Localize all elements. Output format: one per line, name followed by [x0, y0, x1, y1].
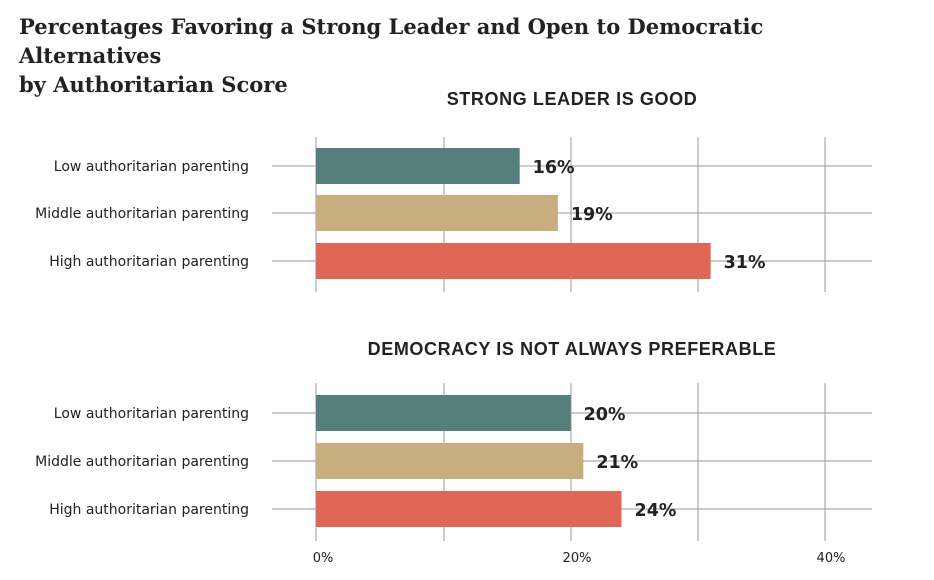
category-label: High authoritarian parenting [49, 254, 249, 270]
category-label: Middle authoritarian parenting [35, 454, 249, 470]
bar [316, 195, 558, 231]
chart-title-line-2: by Authoritarian Score [19, 72, 288, 97]
bar [316, 148, 520, 184]
value-label: 20% [584, 405, 626, 425]
category-label: Middle authoritarian parenting [35, 206, 249, 222]
category-label: Low authoritarian parenting [54, 159, 249, 175]
bar [316, 243, 711, 279]
value-label: 31% [724, 253, 766, 273]
category-label: High authoritarian parenting [49, 502, 249, 518]
x-tick-label: 0% [313, 551, 334, 566]
x-tick-label: 40% [817, 551, 846, 566]
bar [316, 443, 584, 479]
value-label: 21% [596, 453, 638, 473]
panel-title: STRONG LEADER IS GOOD [447, 89, 698, 109]
value-label: 16% [533, 158, 575, 178]
value-label: 24% [635, 501, 677, 521]
chart-title: Percentages Favoring a Strong Leader and… [19, 12, 899, 99]
panel-title: DEMOCRACY IS NOT ALWAYS PREFERABLE [368, 339, 777, 359]
value-label: 19% [571, 205, 613, 225]
bar [316, 491, 622, 527]
x-tick-label: 20% [563, 551, 592, 566]
bar [316, 395, 571, 431]
chart-title-line-1: Percentages Favoring a Strong Leader and… [19, 14, 764, 68]
category-label: Low authoritarian parenting [54, 406, 249, 422]
